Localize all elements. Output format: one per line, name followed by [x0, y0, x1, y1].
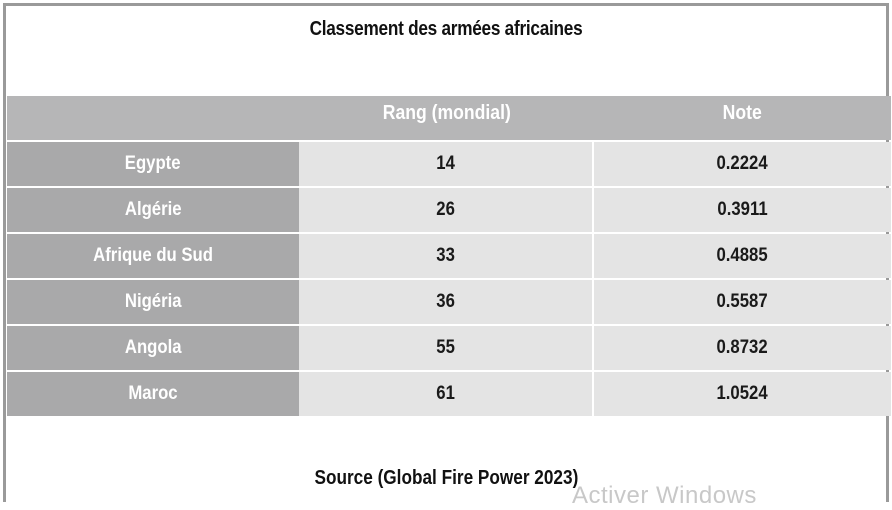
table-row: Algérie 26 0.3911	[7, 188, 891, 232]
country-cell: Algérie	[7, 188, 299, 232]
table-title: Classement des armées africaines	[309, 18, 583, 40]
header-rank: Rang (mondial)	[382, 102, 511, 124]
table-row: Angola 55 0.8732	[7, 326, 891, 370]
document-frame: Classement des armées africaines Rang (m…	[3, 3, 891, 502]
windows-activation-watermark: Activer Windows	[572, 482, 757, 509]
source-caption: Source (Global Fire Power 2023)	[314, 467, 578, 489]
table-row: Egypte 14 0.2224	[7, 142, 891, 186]
rank-cell: 14	[299, 142, 594, 186]
country-cell: Maroc	[7, 372, 299, 416]
header-country	[7, 96, 299, 140]
score-cell: 1.0524	[594, 372, 891, 416]
header-score: Note	[722, 102, 763, 124]
score-cell: 0.8732	[594, 326, 891, 370]
score-cell: 0.5587	[594, 280, 891, 324]
table-row: Maroc 61 1.0524	[7, 372, 891, 416]
rank-cell: 36	[299, 280, 594, 324]
rank-cell: 61	[299, 372, 594, 416]
score-cell: 0.3911	[594, 188, 891, 232]
table-row: Afrique du Sud 33 0.4885	[7, 234, 891, 278]
country-cell: Nigéria	[7, 280, 299, 324]
rank-cell: 26	[299, 188, 594, 232]
score-cell: 0.4885	[594, 234, 891, 278]
country-cell: Egypte	[7, 142, 299, 186]
table-header-row: Rang (mondial) Note	[7, 96, 891, 140]
country-cell: Angola	[7, 326, 299, 370]
score-cell: 0.2224	[594, 142, 891, 186]
table-row: Nigéria 36 0.5587	[7, 280, 891, 324]
rank-cell: 55	[299, 326, 594, 370]
rank-cell: 33	[299, 234, 594, 278]
country-cell: Afrique du Sud	[7, 234, 299, 278]
ranking-table: Rang (mondial) Note Egypte 14 0.2224 Alg…	[7, 96, 891, 416]
